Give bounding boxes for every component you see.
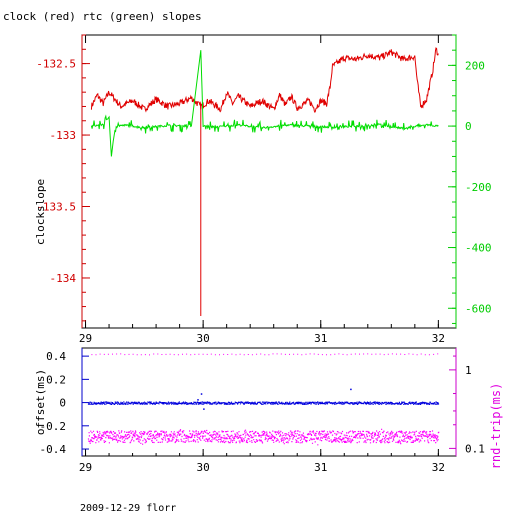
bottom-series: [87, 353, 440, 446]
clock-slope-line: [90, 47, 439, 114]
round-trip-sparse-points: [91, 353, 439, 356]
offset-outlier: [197, 399, 199, 401]
bottom-left-y-tick-label: -0.2: [40, 420, 67, 433]
bottom-x-tick-label: 29: [79, 461, 92, 474]
top-right-y-tick-label: -200: [465, 181, 492, 194]
top-x-tick-label: 31: [314, 332, 327, 345]
bottom-right-y-tick-label: 1: [465, 364, 472, 377]
offset-outlier: [203, 408, 205, 410]
bottom-left-y-tick-label: 0.2: [46, 373, 66, 386]
top-x-tick-label: 30: [197, 332, 210, 345]
footer-label: 2009-12-29 florr: [80, 503, 176, 512]
top-left-y-tick-label: -133: [50, 129, 77, 142]
bottom-x-tick-label: 30: [197, 461, 210, 474]
bottom-left-y-tick-label: -0.4: [40, 443, 67, 456]
bottom-axes: 29 30 31 32 0.4 0.2 0 -0.2 -0.4 1 0.1: [40, 350, 485, 474]
top-axes: 29 30 31 32 -132.5 -133 -133.5 -134 200 0 -200 -400…: [36, 34, 492, 345]
bottom-right-y-tick-label: 0.1: [465, 442, 485, 455]
rtc-slope-line: [90, 50, 439, 157]
top-series: [90, 47, 439, 316]
top-left-y-tick-label: -133.5: [36, 201, 76, 214]
bottom-left-y-tick-label: 0.4: [46, 350, 66, 363]
top-right-y-tick-label: 0: [465, 120, 472, 133]
chart-title: clock (red) rtc (green) slopes: [3, 10, 202, 23]
bottom-x-tick-label: 32: [432, 461, 445, 474]
top-plot-frame: [81, 34, 457, 329]
round-trip-points: [87, 428, 440, 446]
offset-points: [87, 401, 440, 405]
top-y-axis-label: clockslope: [34, 179, 47, 245]
offset-outlier: [200, 393, 203, 395]
bottom-y-axis-label: offset(ms): [34, 369, 47, 435]
top-left-y-tick-label: -132.5: [36, 58, 76, 71]
top-x-tick-label: 29: [79, 332, 92, 345]
top-x-tick-label: 32: [432, 332, 445, 345]
bottom-x-tick-label: 31: [314, 461, 327, 474]
offset-outlier: [350, 388, 352, 391]
top-right-y-tick-label: -600: [465, 302, 492, 315]
top-right-y-tick-label: -400: [465, 242, 492, 255]
bottom-left-y-tick-label: 0: [59, 397, 66, 410]
bottom-right-axis-label: rnd-trip(ms): [489, 383, 503, 470]
top-left-y-tick-label: -134: [50, 272, 77, 285]
top-right-y-tick-label: 200: [465, 59, 485, 72]
